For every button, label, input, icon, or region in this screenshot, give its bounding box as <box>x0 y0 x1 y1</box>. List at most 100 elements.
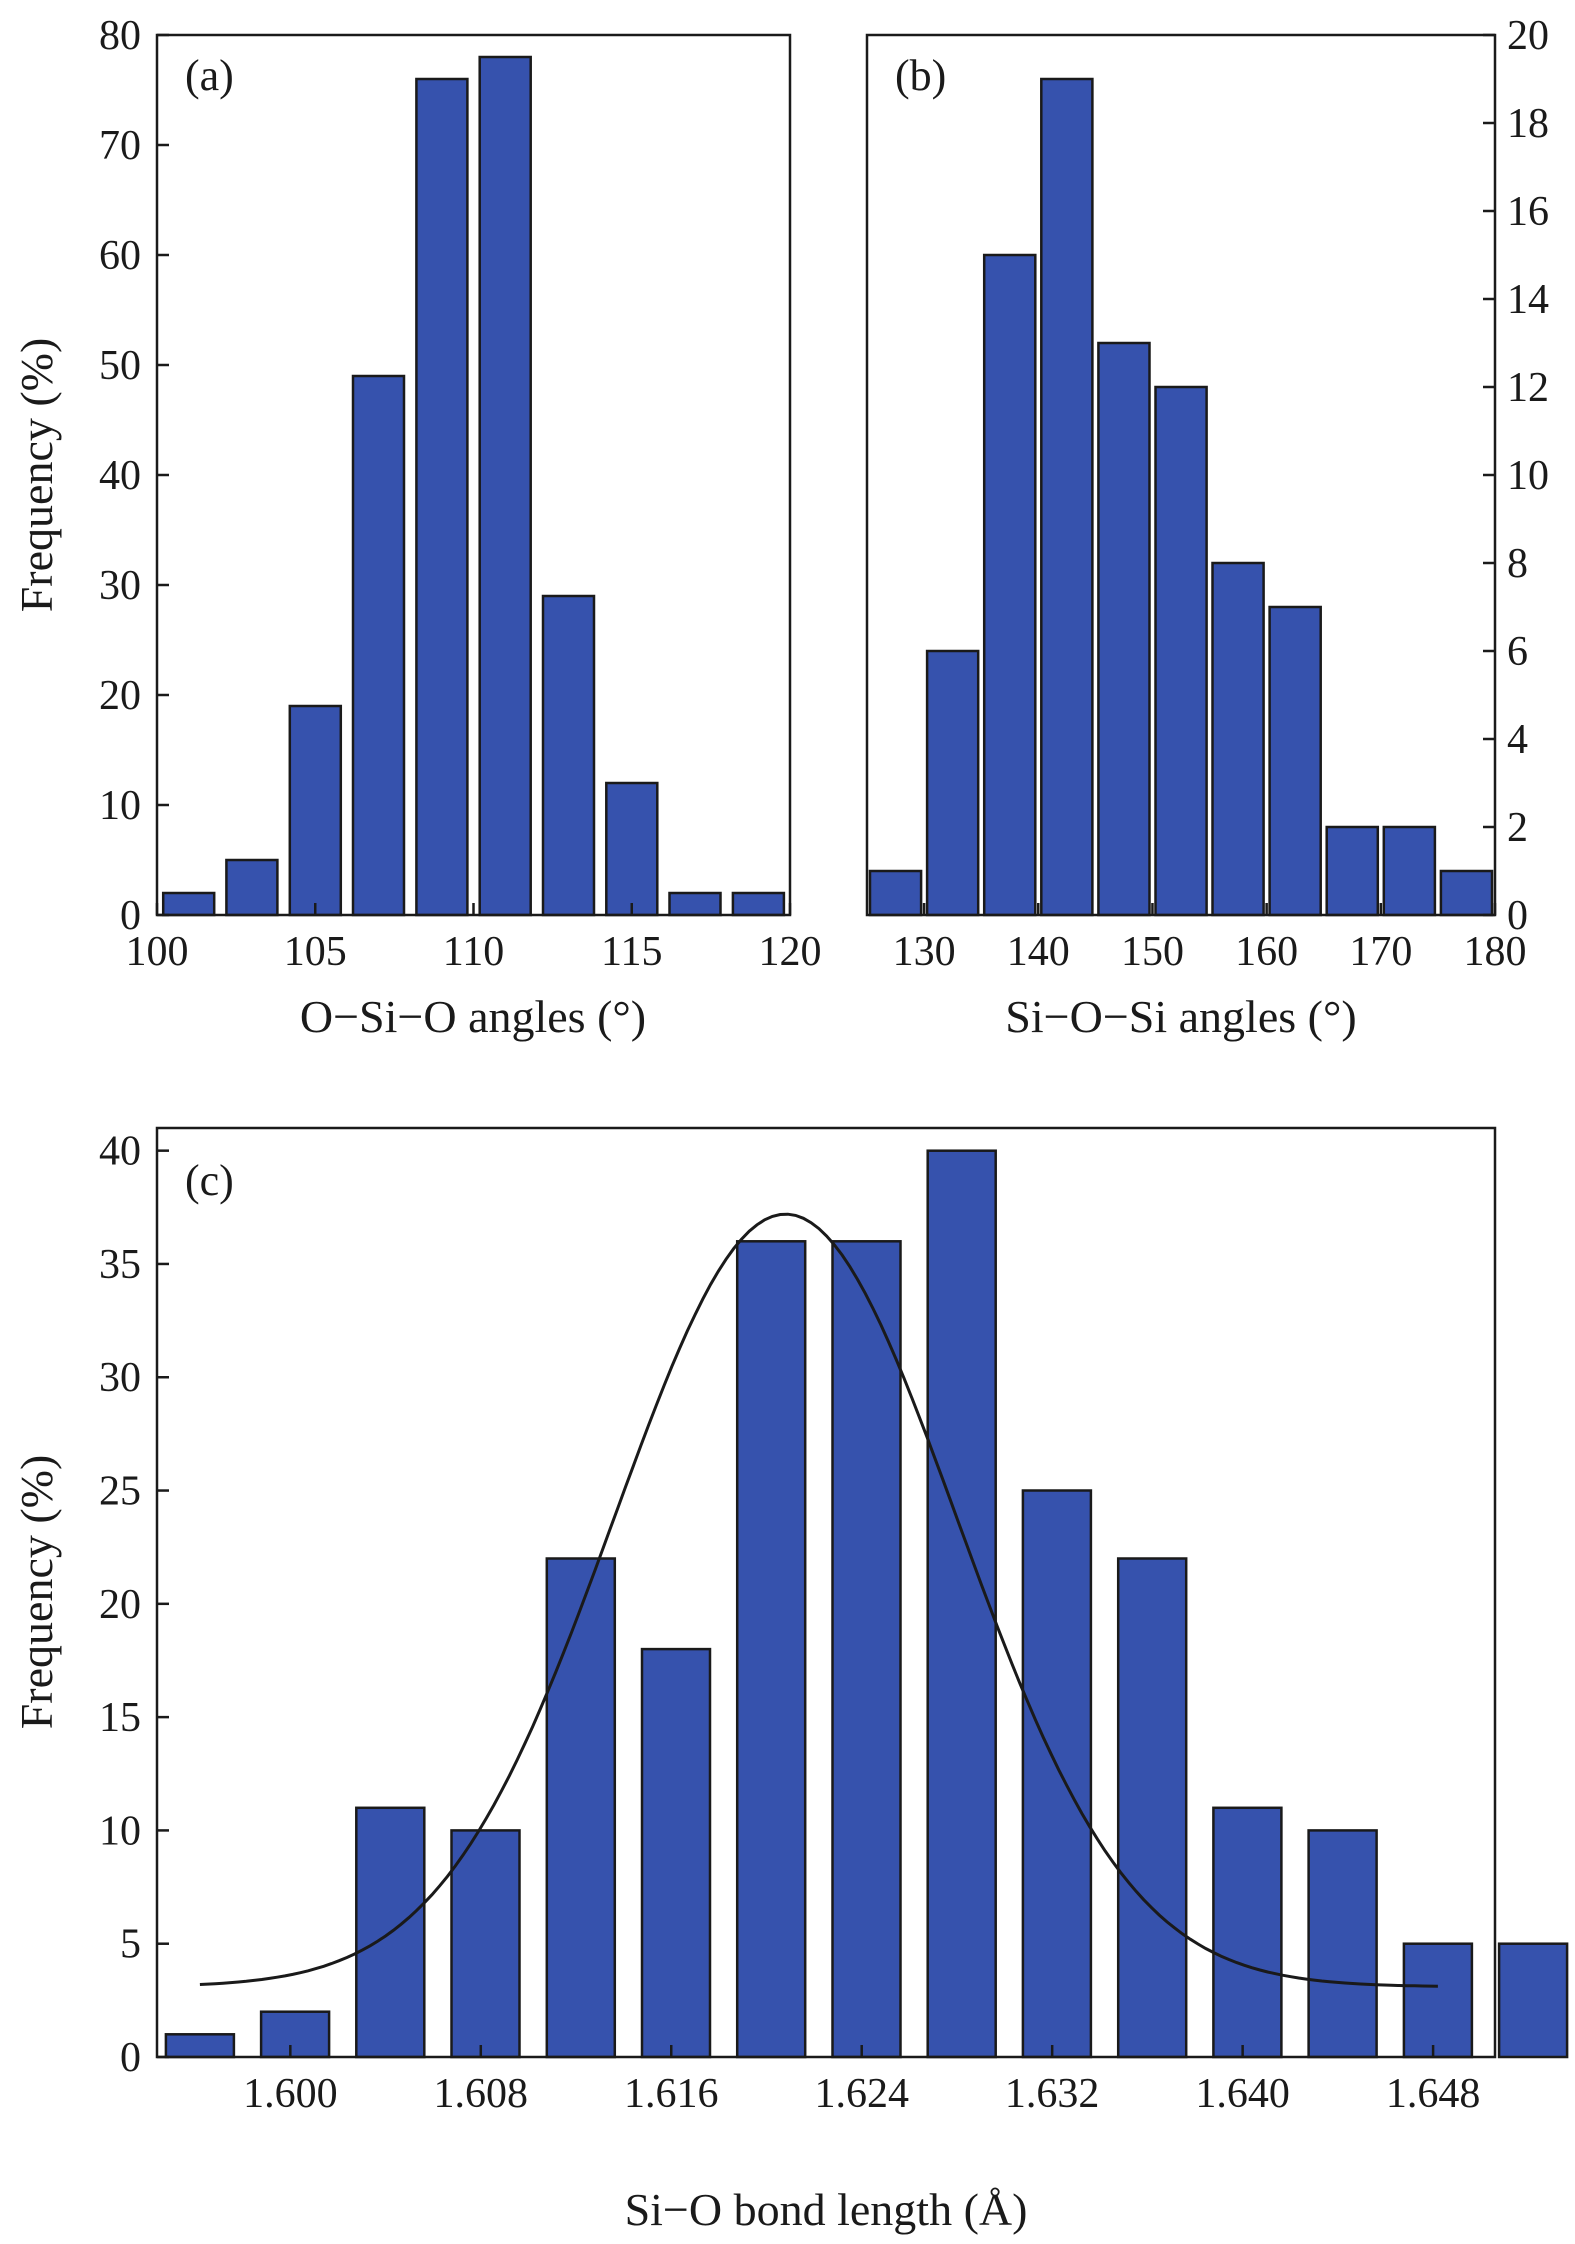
panel-b-bar-5 <box>1097 341 1151 917</box>
panel-c-x-tick-label: 1.616 <box>624 2071 719 2117</box>
panel-b-x-tick-label: 170 <box>1349 929 1412 975</box>
panel-c-x-tick-label: 1.648 <box>1386 2071 1481 2117</box>
panel-c-gaussian-fit-curve <box>199 1212 1438 1988</box>
panel-a-histogram: 0 10 20 30 40 50 60 70 80 100 105 110 115 120 (a) O−… <box>11 13 822 1042</box>
panel-b-bar-8 <box>1268 605 1322 917</box>
panel-b-y-tick-label: 6 <box>1507 629 1528 675</box>
panel-c-y-tick-label: 30 <box>99 1355 141 1401</box>
panel-c-bar-15 <box>1497 1942 1569 2059</box>
panel-b-bar-3 <box>982 253 1037 917</box>
panel-b-x-tick-label: 130 <box>893 929 956 975</box>
panel-c-bar-5 <box>545 1557 617 2059</box>
panel-a-bar-7 <box>541 594 596 917</box>
panel-a-y-tick-label: 40 <box>99 453 141 499</box>
panel-a-y-tick-label: 30 <box>99 563 141 609</box>
panel-b-x-ticks: 130 140 150 160 170 180 <box>893 903 1527 975</box>
panel-c-y-axis-label: Frequency (%) <box>11 1455 62 1730</box>
panel-c-bar-13 <box>1307 1829 1378 2059</box>
panel-a-y-ticks: 0 10 20 30 40 50 60 70 80 <box>99 13 169 939</box>
panel-b-y-tick-label: 20 <box>1507 13 1549 59</box>
panel-a-bars <box>161 55 786 917</box>
panel-a-y-tick-label: 60 <box>99 233 141 279</box>
panel-b-histogram: 0 2 4 6 8 10 12 14 16 18 20 130 140 150 160 170 180 (b)… <box>865 13 1549 1042</box>
panel-c-bar-11 <box>1116 1557 1188 2059</box>
panel-a-frame <box>155 33 792 917</box>
panel-c-y-tick-label: 25 <box>99 1469 141 1515</box>
panel-c-frame <box>155 1126 1497 2059</box>
panel-c-y-tick-label: 5 <box>120 1922 141 1968</box>
panel-a-bar-4 <box>351 374 406 917</box>
panel-b-y-tick-label: 4 <box>1507 717 1528 763</box>
panel-c-bar-8 <box>831 1240 902 2059</box>
panel-b-bar-7 <box>1211 561 1265 917</box>
panel-c-bar-6 <box>640 1647 712 2059</box>
panel-c-x-axis-label: Si−O bond length (Å) <box>625 2184 1028 2235</box>
panel-b-y-tick-label: 0 <box>1507 893 1528 939</box>
panel-b-bar-1 <box>868 869 923 917</box>
panel-c-bar-4 <box>450 1829 521 2059</box>
panel-a-y-axis-label: Frequency (%) <box>11 338 62 613</box>
panel-a-y-tick-label: 20 <box>99 673 141 719</box>
panel-b-y-tick-label: 16 <box>1507 189 1549 235</box>
panel-a-x-axis-label: O−Si−O angles (°) <box>300 991 646 1042</box>
panel-c-y-tick-label: 10 <box>99 1808 141 1854</box>
panel-b-bar-6 <box>1154 385 1208 917</box>
panel-b-y-tick-label: 10 <box>1507 453 1549 499</box>
panel-c-bar-10 <box>1021 1489 1093 2059</box>
panel-b-y-tick-label: 2 <box>1507 805 1528 851</box>
panel-b-x-tick-label: 140 <box>1007 929 1070 975</box>
panel-a-bar-10 <box>731 891 786 917</box>
panel-c-y-tick-label: 0 <box>120 2035 141 2081</box>
panel-a-y-tick-label: 10 <box>99 783 141 829</box>
panel-a-x-tick-label: 105 <box>284 929 347 975</box>
panel-b-x-axis-label: Si−O−Si angles (°) <box>1005 991 1356 1042</box>
panel-b-x-tick-label: 160 <box>1235 929 1298 975</box>
panel-b-bar-11 <box>1439 869 1494 917</box>
panel-b-bar-9 <box>1325 825 1380 917</box>
panel-c-bar-12 <box>1212 1806 1283 2059</box>
panel-a-y-tick-label: 0 <box>120 893 141 939</box>
panel-b-bars <box>868 77 1494 917</box>
panel-a-y-tick-label: 70 <box>99 123 141 169</box>
panel-c-y-tick-label: 15 <box>99 1695 141 1741</box>
panel-a-x-tick-label: 100 <box>126 929 189 975</box>
panel-b-x-tick-label: 150 <box>1121 929 1184 975</box>
panel-a-bar-8 <box>605 781 659 917</box>
panel-c-bar-1 <box>164 2033 236 2059</box>
panel-a-x-tick-label: 110 <box>443 929 504 975</box>
panel-c-bars <box>164 1149 1569 2059</box>
panel-b-bar-2 <box>925 649 980 917</box>
panel-b-label: (b) <box>895 51 946 100</box>
panel-a-bar-1 <box>161 891 216 917</box>
panel-a-bar-3 <box>288 704 343 917</box>
panel-c-x-ticks: 1.600 1.608 1.616 1.624 1.632 1.640 1.648 <box>243 2045 1480 2117</box>
panel-a-y-tick-label: 50 <box>99 343 141 389</box>
panel-c-y-tick-label: 40 <box>99 1129 141 1175</box>
panel-c-bar-2 <box>259 2010 331 2059</box>
panel-c-bar-14 <box>1402 1942 1474 2059</box>
panel-a-label: (a) <box>185 51 234 100</box>
panel-c-x-tick-label: 1.632 <box>1005 2071 1100 2117</box>
panel-c-x-tick-label: 1.600 <box>243 2071 338 2117</box>
panel-a-y-tick-label: 80 <box>99 13 141 59</box>
panel-c-bar-9 <box>926 1149 997 2059</box>
panel-b-y-tick-label: 12 <box>1507 365 1549 411</box>
panel-a-x-tick-label: 120 <box>759 929 822 975</box>
panel-b-x-tick-label: 180 <box>1464 929 1527 975</box>
panel-c-x-tick-label: 1.608 <box>434 2071 529 2117</box>
panel-c-y-ticks: 0 5 10 15 20 25 30 35 40 <box>99 1129 169 2081</box>
panel-b-y-tick-label: 14 <box>1507 277 1549 323</box>
panel-b-y-tick-label: 18 <box>1507 101 1549 147</box>
panel-a-x-ticks: 100 105 110 115 120 <box>126 903 822 975</box>
panel-c-x-tick-label: 1.640 <box>1195 2071 1290 2117</box>
panel-a-bar-9 <box>668 891 722 917</box>
panel-b-y-tick-label: 8 <box>1507 541 1528 587</box>
panel-c-bar-7 <box>735 1240 807 2059</box>
panel-c-y-tick-label: 35 <box>99 1242 141 1288</box>
panel-b-y-ticks: 0 2 4 6 8 10 12 14 16 18 20 <box>1483 13 1549 939</box>
panel-a-x-tick-label: 115 <box>601 929 662 975</box>
panel-a-bar-6 <box>478 55 532 917</box>
panel-c-y-tick-label: 20 <box>99 1582 141 1628</box>
